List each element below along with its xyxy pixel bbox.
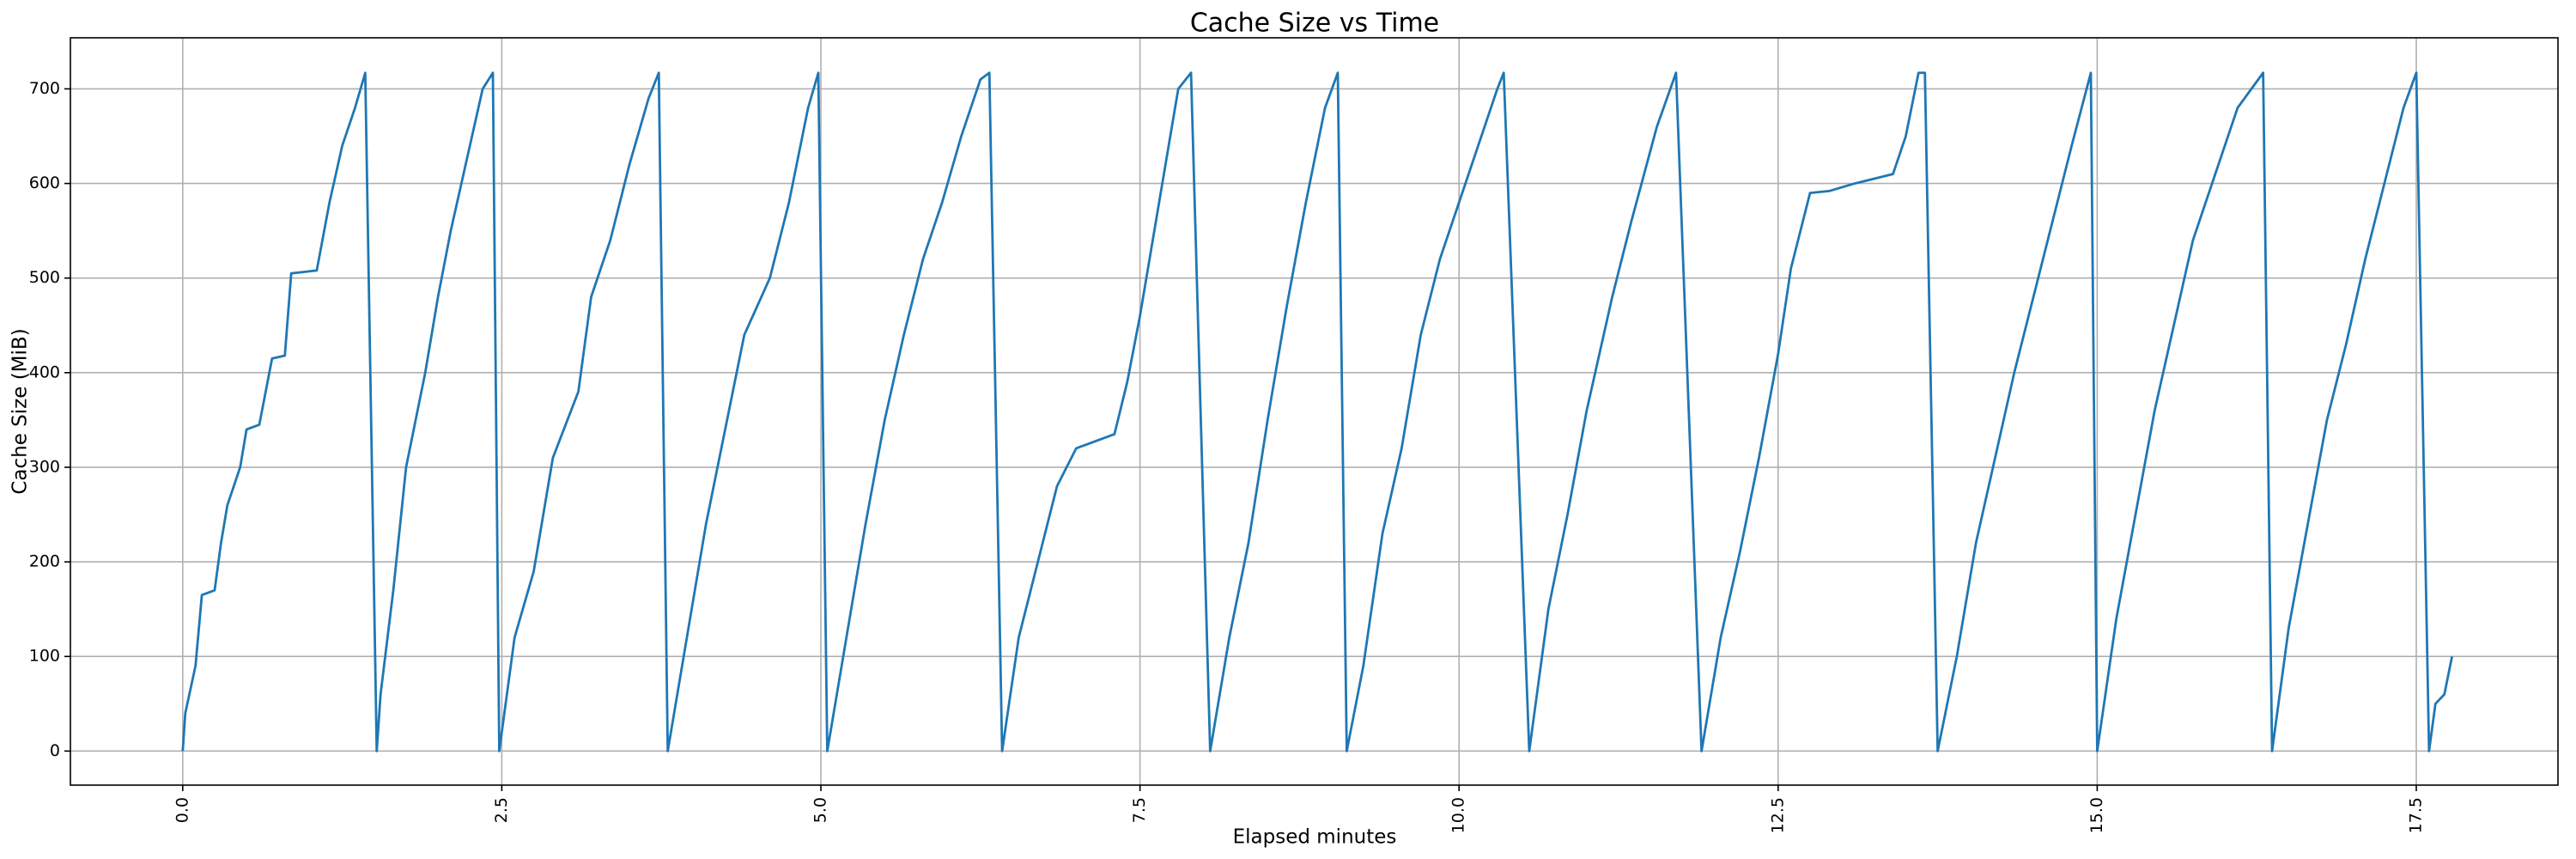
- x-tick-label: 2.5: [492, 797, 511, 823]
- x-tick-label: 12.5: [1768, 797, 1787, 833]
- y-tick-label: 700: [29, 79, 60, 98]
- chart-title: Cache Size vs Time: [1190, 9, 1439, 39]
- y-tick-label: 0: [50, 741, 60, 760]
- y-tick-label: 300: [29, 457, 60, 476]
- y-tick-label: 600: [29, 174, 60, 192]
- y-tick-label: 500: [29, 268, 60, 287]
- x-tick-label: 10.0: [1449, 797, 1468, 833]
- x-tick-label: 5.0: [811, 797, 830, 823]
- x-tick-label: 17.5: [2407, 797, 2426, 833]
- x-tick-label: 7.5: [1130, 797, 1149, 823]
- x-tick-label: 15.0: [2087, 797, 2106, 833]
- x-tick-label: 0.0: [173, 797, 191, 823]
- y-tick-label: 200: [29, 552, 60, 571]
- x-axis-label: Elapsed minutes: [1233, 826, 1397, 849]
- y-axis-label: Cache Size (MiB): [9, 328, 32, 494]
- plot-frame: [70, 37, 2559, 786]
- data-line: [181, 71, 2454, 752]
- y-tick-label: 400: [29, 362, 60, 381]
- y-tick-label: 100: [29, 647, 60, 666]
